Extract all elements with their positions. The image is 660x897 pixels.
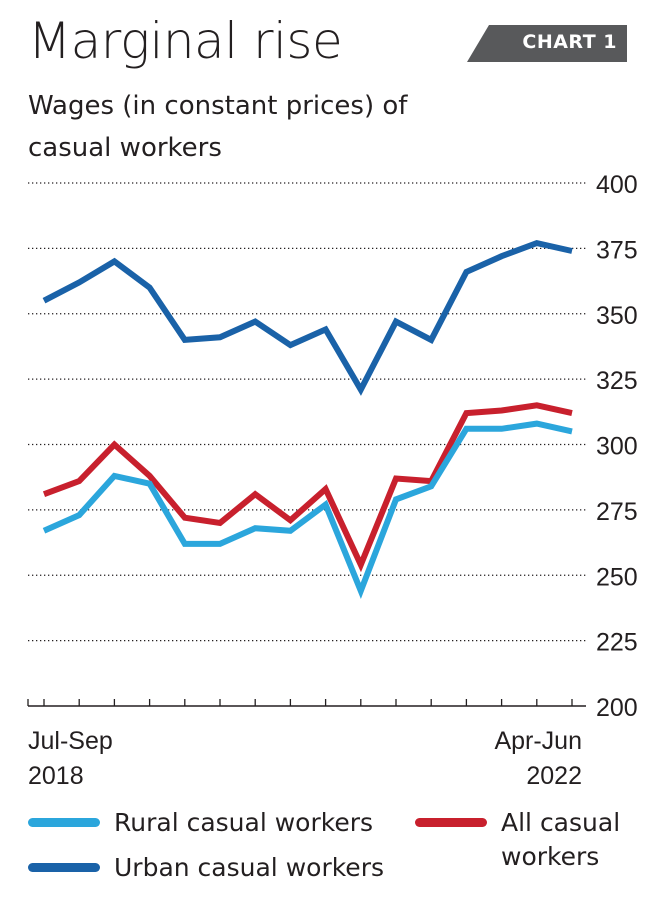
x-label-last-line1: Apr-Jun: [494, 727, 582, 755]
legend-swatch-all: [415, 818, 487, 827]
legend-item-urban: Urban casual workers: [28, 851, 384, 885]
y-tick-label-375: 375: [596, 236, 638, 264]
legend-swatch-urban: [28, 863, 100, 872]
x-label-last-line2: 2022: [526, 762, 582, 790]
chart-badge: CHART 1: [467, 25, 627, 62]
series-line-urban: [42, 239, 573, 396]
legend-item-rural: Rural casual workers: [28, 806, 373, 840]
chart-title: Marginal rise: [28, 12, 343, 70]
legend-swatch-rural: [28, 818, 100, 827]
y-tick-label-400: 400: [596, 171, 638, 199]
x-label-first-line1: Jul-Sep: [28, 727, 113, 755]
legend-item-all: All casual workers: [415, 806, 631, 874]
y-tick-label-275: 275: [596, 498, 638, 526]
y-tick-label-225: 225: [596, 629, 638, 657]
y-tick-label-300: 300: [596, 433, 638, 461]
legend-label-all: All casual workers: [501, 808, 621, 871]
y-tick-label-325: 325: [596, 367, 638, 395]
series-line-all: [42, 402, 573, 573]
series-line-rural: [42, 420, 573, 600]
legend-label-rural: Rural casual workers: [114, 808, 374, 837]
y-tick-label-350: 350: [596, 302, 638, 330]
badge-shape: [467, 25, 627, 62]
x-label-first-line2: 2018: [28, 762, 84, 790]
y-tick-label-250: 250: [596, 563, 638, 591]
chart-subtitle: Wages (in constant prices) of casual wor…: [28, 91, 408, 163]
badge-label: CHART 1: [522, 31, 617, 53]
legend-label-urban: Urban casual workers: [114, 853, 384, 882]
y-tick-label-200: 200: [596, 694, 638, 722]
